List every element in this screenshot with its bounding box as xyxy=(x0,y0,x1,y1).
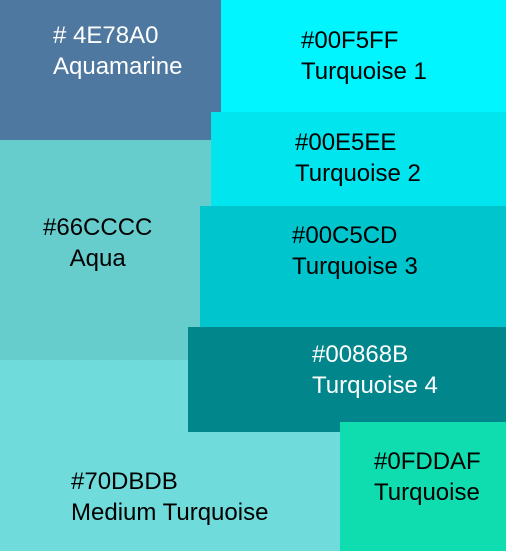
swatch-label: #70DBDB Medium Turquoise xyxy=(71,466,268,528)
swatch-label: #00F5FF Turquoise 1 xyxy=(301,25,427,87)
swatch-hex-code: # 4E78A0 xyxy=(53,22,159,49)
swatch-turquoise-2: #00E5EE Turquoise 2 xyxy=(211,112,506,206)
swatch-turquoise-4: #00868B Turquoise 4 xyxy=(188,327,506,432)
swatch-hex-code: #00C5CD xyxy=(292,222,398,249)
swatch-hex-code: #00F5FF xyxy=(301,27,399,54)
swatch-label: #00E5EE Turquoise 2 xyxy=(295,127,421,189)
swatch-color-name: Turquoise xyxy=(374,479,480,506)
swatch-hex-code: #00E5EE xyxy=(295,129,397,156)
swatch-turquoise-1: #00F5FF Turquoise 1 xyxy=(221,0,506,112)
swatch-label: #00C5CD Turquoise 3 xyxy=(292,220,418,282)
swatch-label: #0FDDAF Turquoise xyxy=(374,446,481,508)
swatch-color-name: Turquoise 2 xyxy=(295,160,421,187)
swatch-aquamarine: # 4E78A0 Aquamarine xyxy=(0,0,221,140)
swatch-turquoise: #0FDDAF Turquoise xyxy=(340,422,506,551)
swatch-color-name: Medium Turquoise xyxy=(71,499,269,526)
swatch-hex-code: #66CCCC xyxy=(43,214,153,241)
swatch-label: #66CCCC Aqua xyxy=(43,212,152,274)
swatch-color-name: Turquoise 3 xyxy=(292,253,418,280)
swatch-color-name: Aqua xyxy=(69,245,126,272)
swatch-turquoise-3: #00C5CD Turquoise 3 xyxy=(200,206,506,327)
swatch-hex-code: #0FDDAF xyxy=(374,448,481,475)
swatch-label: # 4E78A0 Aquamarine xyxy=(53,20,182,82)
swatch-hex-code: #70DBDB xyxy=(71,468,178,495)
swatch-hex-code: #00868B xyxy=(312,341,409,368)
swatch-color-name: Turquoise 1 xyxy=(301,58,427,85)
swatch-color-name: Aquamarine xyxy=(53,53,183,80)
swatch-aqua: #66CCCC Aqua xyxy=(0,140,211,360)
swatch-color-name: Turquoise 4 xyxy=(312,372,438,399)
swatch-label: #00868B Turquoise 4 xyxy=(312,339,438,401)
